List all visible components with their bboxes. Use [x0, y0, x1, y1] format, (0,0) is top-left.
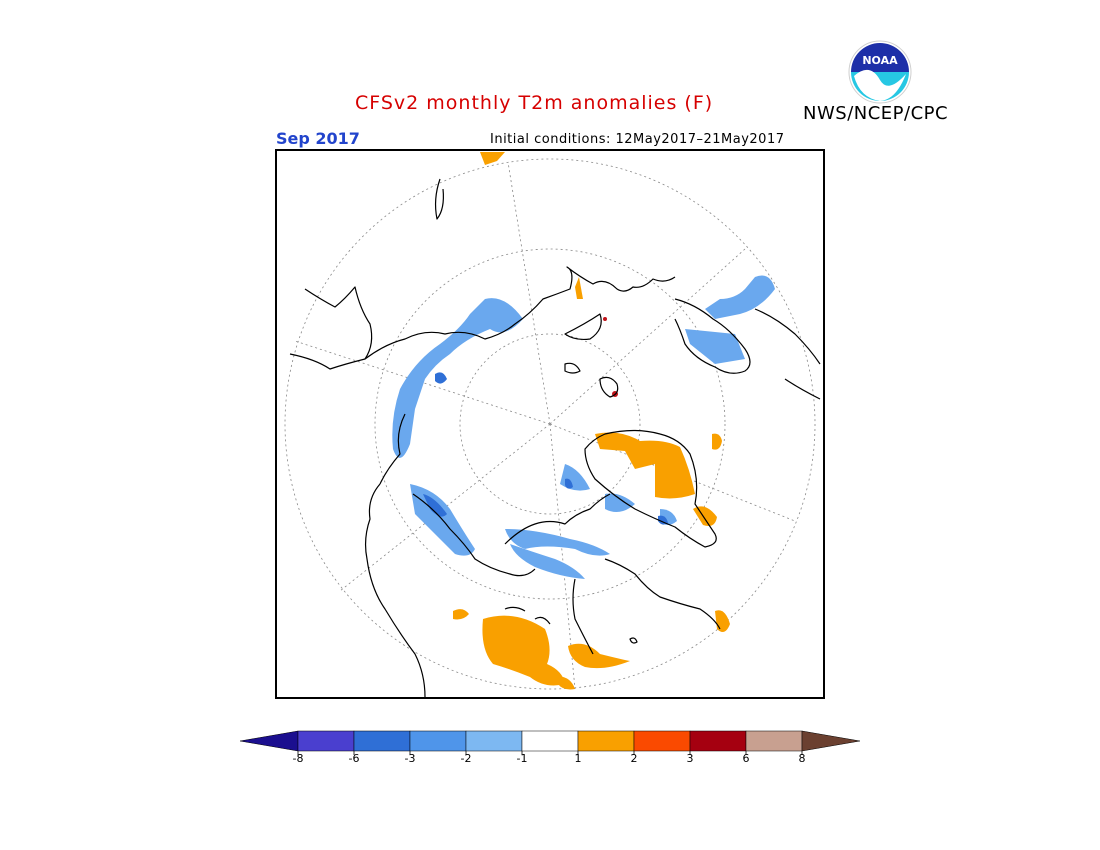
- color-scale-bar: [239, 730, 861, 755]
- colorbar-tick-label: -6: [348, 752, 360, 765]
- colorbar-left-arrow: [239, 730, 299, 752]
- initial-conditions: Initial conditions: 12May2017–21May2017: [490, 132, 785, 147]
- coastlines: [289, 178, 821, 698]
- noaa-logo: NOAA: [848, 40, 912, 104]
- colorbar-tick-label: -8: [292, 752, 304, 765]
- colorbar-tick-label: -2: [460, 752, 472, 765]
- colorbar-cells: [297, 730, 803, 752]
- organization-label: NWS/NCEP/CPC: [803, 103, 949, 124]
- chart-title: CFSv2 monthly T2m anomalies (F): [355, 92, 714, 114]
- forecast-month: Sep 2017: [276, 129, 360, 148]
- cold-anomaly-regions: [392, 275, 775, 579]
- colorbar-tick-label: 3: [686, 752, 694, 765]
- colorbar-tick-marks: [297, 751, 803, 755]
- colorbar-tick-label: 6: [742, 752, 750, 765]
- latitude-circles: [284, 158, 816, 690]
- colorbar-right-arrow: [801, 730, 861, 752]
- colorbar-tick-label: 8: [798, 752, 806, 765]
- colorbar-tick-label: 2: [630, 752, 638, 765]
- colorbar-tick-label: -3: [404, 752, 416, 765]
- polar-map: [275, 149, 825, 699]
- logo-text: NOAA: [862, 54, 898, 67]
- colorbar-tick-label: 1: [574, 752, 582, 765]
- strong-cold-anomaly-regions: [423, 372, 668, 525]
- colorbar-tick-label: -1: [516, 752, 528, 765]
